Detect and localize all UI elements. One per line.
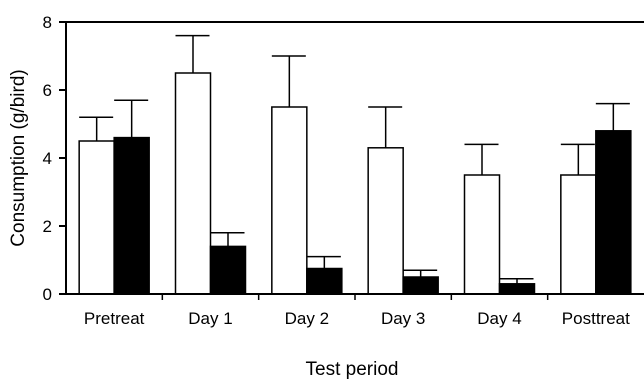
y-tick-label: 0	[43, 285, 52, 304]
x-tick-label: Day 3	[381, 309, 425, 328]
bar-series-1	[174, 72, 212, 295]
bar-series-2	[113, 136, 150, 295]
y-tick-label: 6	[43, 81, 52, 100]
y-axis-title: Consumption (g/bird)	[8, 69, 29, 246]
plot-area	[78, 34, 632, 295]
x-axis-title: Test period	[306, 359, 399, 380]
y-tick-label: 8	[43, 13, 52, 32]
x-tick-label: Posttreat	[562, 309, 630, 328]
bar-series-2	[306, 267, 343, 295]
x-tick-label: Day 4	[477, 309, 521, 328]
bar-series-2	[209, 245, 247, 295]
bar-series-1	[78, 140, 115, 295]
bar-series-1	[271, 106, 308, 295]
bar-series-1	[367, 147, 404, 295]
x-tick-label: Day 1	[188, 309, 232, 328]
bar-series-2	[498, 283, 536, 295]
y-tick-label: 4	[43, 149, 52, 168]
bar-series-1	[560, 174, 597, 295]
bar-series-1	[463, 174, 501, 295]
bar-series-2	[595, 130, 632, 295]
axes: 0 2 4 6 8 Pretreat Day 1 Day 2 Day 3 Day 4 Posttre…	[43, 13, 644, 328]
y-tick-label: 2	[43, 217, 52, 236]
x-tick-label: Day 2	[285, 309, 329, 328]
x-tick-label: Pretreat	[84, 309, 145, 328]
bar-series-2	[402, 276, 439, 295]
